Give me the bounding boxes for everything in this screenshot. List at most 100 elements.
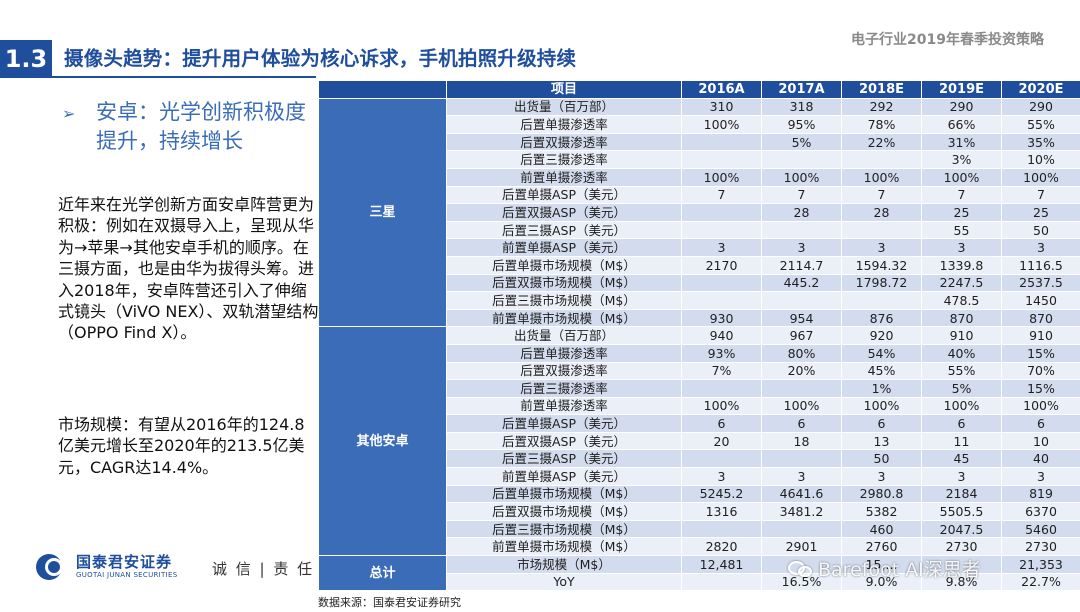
value-cell: 478.5 [921, 291, 1002, 310]
header-cell-2017a: 2017A [761, 80, 842, 99]
table-row: 后置双摄市场规模（M$） 1316 3481.2 5382 5505.5 6370 [319, 502, 1080, 521]
value-cell: 292 [841, 97, 922, 117]
table-header: 项目 2016A 2017A 2018E 2019E 2020E [318, 80, 1080, 99]
value-cell: 50 [841, 449, 922, 469]
table-row: 前置单摄ASP（美元） 3 3 3 3 3 [319, 238, 1080, 257]
value-cell: 910 [921, 326, 1002, 345]
value-cell: 5% [921, 379, 1002, 398]
item-label-cell: 后置双摄市场规模（M$） [446, 502, 682, 521]
value-cell [681, 572, 762, 592]
value-cell: 55 [921, 220, 1002, 240]
value-cell: 4641.6 [761, 484, 842, 504]
value-cell: 10 [1001, 431, 1080, 451]
value-cell: 100% [681, 396, 762, 416]
value-cell [761, 379, 842, 398]
value-cell: 460 [841, 519, 922, 539]
table-row: 后置单摄ASP（美元） 6 6 6 6 6 [319, 414, 1080, 433]
value-cell: 100% [1001, 167, 1080, 187]
value-cell: 2730 [921, 537, 1002, 557]
data-source-note: 数据来源：国泰君安证券研究 [318, 596, 461, 609]
item-label-cell: 后置单摄ASP（美元） [446, 414, 682, 433]
value-cell: 2047.5 [921, 519, 1002, 539]
watermark-text: Barefoot AI深思者 [818, 559, 981, 581]
value-cell: 2537.5 [1001, 273, 1080, 293]
value-cell: 80% [761, 343, 842, 363]
value-cell: 6 [841, 414, 922, 433]
value-cell: 5% [761, 132, 842, 152]
value-cell: 1116.5 [1001, 255, 1080, 275]
header-cell-2016a: 2016A [681, 80, 762, 99]
value-cell: 940 [681, 326, 762, 345]
table-row: 前置单摄渗透率 100% 100% 100% 100% 100% [319, 396, 1080, 416]
value-cell [681, 273, 762, 293]
value-cell: 954 [761, 308, 842, 328]
value-cell: 3 [1001, 467, 1080, 486]
value-cell: 12,481 [681, 555, 762, 574]
value-cell: 3 [1001, 238, 1080, 257]
value-cell: 445.2 [761, 273, 842, 293]
value-cell [761, 291, 842, 310]
value-cell: 70% [1001, 361, 1080, 381]
value-cell: 6 [761, 414, 842, 433]
value-cell: 100% [1001, 396, 1080, 416]
value-cell: 95% [761, 115, 842, 134]
value-cell: 28 [761, 203, 842, 222]
value-cell: 318 [761, 97, 842, 117]
item-label-cell: 后置单摄渗透率 [446, 343, 682, 363]
table-row: 后置三摄ASP（美元） 55 50 [319, 220, 1080, 240]
value-cell: 15% [1001, 343, 1080, 363]
value-cell: 6370 [1001, 502, 1080, 521]
value-cell: 3% [921, 150, 1002, 169]
value-cell: 2980.8 [841, 484, 922, 504]
arrow-bullet-icon: ➢ [62, 104, 76, 123]
bullet-heading: ➢ 安卓：光学创新积极度提升，持续增长 [62, 98, 312, 156]
value-cell [841, 291, 922, 310]
value-cell: 20 [681, 431, 762, 451]
item-label-cell: 市场规模（M$） [446, 555, 682, 574]
table-row: 后置三摄ASP（美元） 50 45 40 [319, 449, 1080, 469]
group-label-cell: 总计 [318, 555, 447, 592]
value-cell: 7 [1001, 185, 1080, 205]
table-row: 后置双摄渗透率 7% 20% 45% 55% 70% [319, 361, 1080, 381]
value-cell: 1450 [1001, 291, 1080, 310]
value-cell: 3 [761, 467, 842, 486]
table-row: 前置单摄市场规模（M$） 2820 2901 2760 2730 2730 [319, 537, 1080, 557]
table-row: 后置单摄渗透率 100% 95% 78% 66% 55% [319, 115, 1080, 134]
item-label-cell: 后置双摄ASP（美元） [446, 431, 682, 451]
item-label-cell: 后置三摄ASP（美元） [446, 220, 682, 240]
value-cell: 870 [921, 308, 1002, 328]
value-cell: 100% [841, 396, 922, 416]
company-logo: 国泰君安证券 GUOTAI JUNAN SECURITIES [36, 554, 177, 580]
value-cell: 21,353 [1001, 555, 1080, 574]
value-cell: 10% [1001, 150, 1080, 169]
value-cell: 3 [841, 238, 922, 257]
value-cell [921, 555, 1002, 574]
item-label-cell: 前置单摄渗透率 [446, 396, 682, 416]
value-cell: 100% [761, 396, 842, 416]
value-cell [761, 150, 842, 169]
value-cell: 6 [921, 414, 1002, 433]
table-row: 前置单摄渗透率 100% 100% 100% 100% 100% [319, 167, 1080, 187]
value-cell [681, 203, 762, 222]
value-cell: 2730 [1001, 537, 1080, 557]
item-label-cell: 后置单摄ASP（美元） [446, 185, 682, 205]
item-label-cell: 出货量（百万部） [446, 326, 682, 345]
value-cell: 100% [761, 167, 842, 187]
value-cell: 55% [1001, 115, 1080, 134]
value-cell: 28 [841, 203, 922, 222]
table-row: 后置单摄渗透率 93% 80% 54% 40% 15% [319, 343, 1080, 363]
section-number-badge: 1.3 [0, 40, 52, 78]
value-cell: 2114.7 [761, 255, 842, 275]
bullet-heading-text: 安卓：光学创新积极度提升，持续增长 [96, 100, 306, 153]
group-label-cell: 三星 [318, 97, 447, 328]
value-cell: 910 [1001, 326, 1080, 345]
value-cell [761, 220, 842, 240]
value-cell: 1316 [681, 502, 762, 521]
value-cell: 11 [921, 431, 1002, 451]
value-cell [681, 150, 762, 169]
value-cell: 2184 [921, 484, 1002, 504]
value-cell: 1339.8 [921, 255, 1002, 275]
item-label-cell: 后置三摄ASP（美元） [446, 449, 682, 469]
value-cell: 1798.72 [841, 273, 922, 293]
value-cell: 20% [761, 361, 842, 381]
